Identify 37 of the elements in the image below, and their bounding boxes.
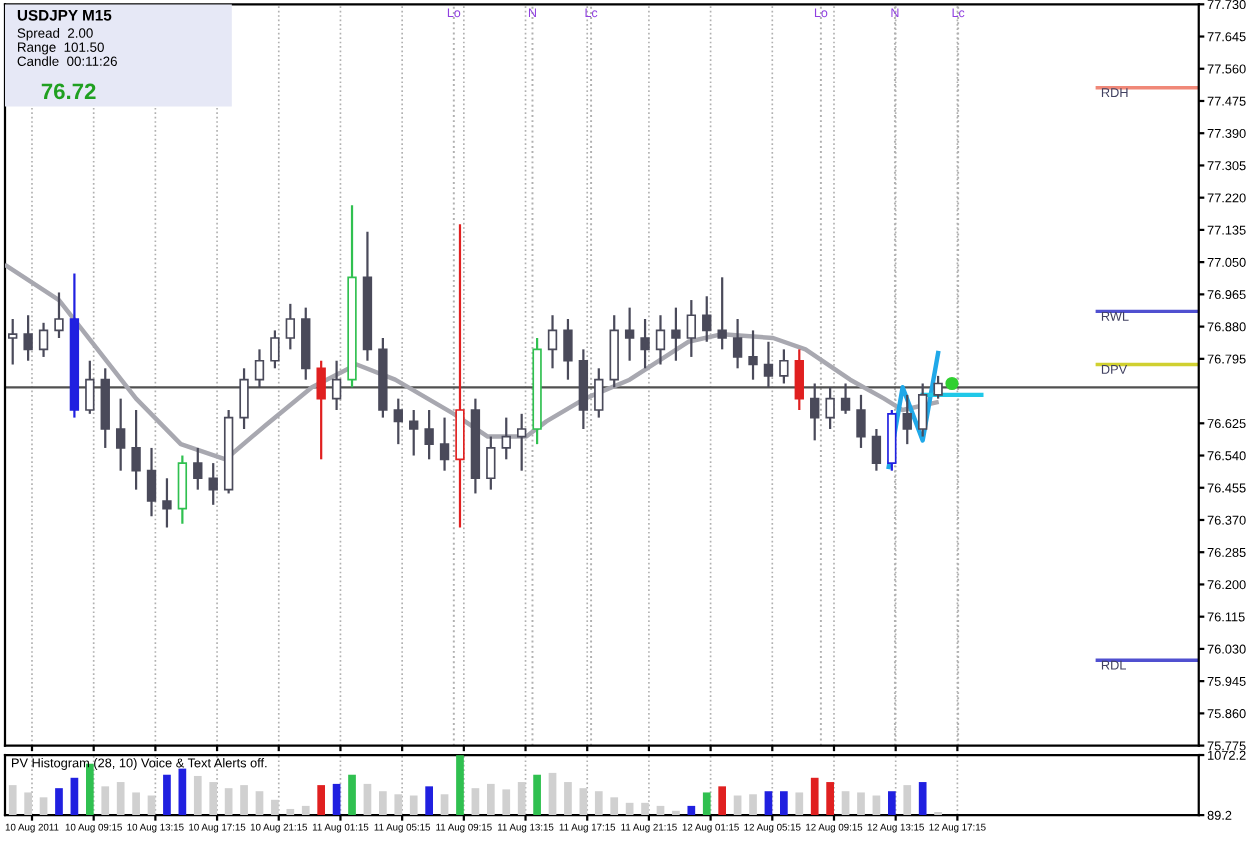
candlestick — [856, 393, 866, 450]
candlestick — [115, 397, 126, 472]
candlestick — [486, 435, 496, 491]
candlestick — [501, 416, 511, 461]
candlestick — [38, 321, 49, 359]
candlestick — [409, 408, 419, 457]
candlestick — [131, 408, 141, 491]
candlestick — [516, 412, 527, 472]
candlestick — [732, 317, 743, 370]
candlestick — [23, 314, 33, 362]
candlestick — [316, 359, 326, 461]
candlestick — [563, 317, 573, 381]
candlestick — [393, 397, 403, 446]
candlestick — [686, 298, 697, 359]
candlestick — [424, 408, 434, 461]
candlestick — [208, 462, 218, 506]
candlestick — [162, 477, 172, 529]
candlestick — [624, 306, 635, 362]
candlestick — [547, 314, 558, 370]
candlestick — [702, 295, 712, 343]
candlestick — [794, 348, 804, 412]
candlestick — [54, 291, 64, 340]
annotation: 76.72 — [41, 83, 96, 100]
candlestick — [640, 317, 650, 370]
candlestick — [8, 317, 18, 366]
candlestick — [177, 454, 188, 525]
candlestick — [655, 314, 666, 366]
candlestick — [270, 329, 280, 370]
candlestick — [146, 446, 157, 518]
candlestick — [285, 302, 296, 351]
candlestick — [193, 446, 203, 491]
candlestick — [439, 416, 450, 472]
candlestick — [871, 427, 882, 472]
candlestick — [748, 329, 758, 381]
candlestick — [717, 276, 727, 351]
candlestick — [671, 306, 681, 362]
candlestick — [902, 393, 912, 446]
